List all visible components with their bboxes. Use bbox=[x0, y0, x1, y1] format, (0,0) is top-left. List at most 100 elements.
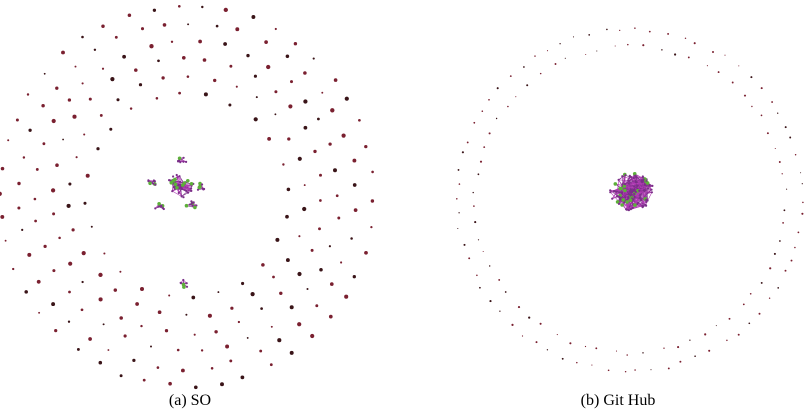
isolated-node bbox=[51, 118, 56, 124]
isolated-node bbox=[330, 108, 335, 113]
isolated-node bbox=[0, 166, 5, 171]
isolated-node bbox=[303, 71, 307, 75]
cluster-node bbox=[620, 203, 624, 207]
isolated-node bbox=[489, 300, 492, 303]
isolated-node bbox=[495, 117, 498, 120]
isolated-node bbox=[80, 308, 84, 312]
isolated-node bbox=[119, 316, 123, 320]
isolated-node bbox=[74, 65, 77, 68]
isolated-node bbox=[488, 132, 491, 135]
isolated-node bbox=[0, 191, 2, 196]
isolated-node bbox=[43, 244, 47, 249]
cluster-edge bbox=[616, 179, 619, 197]
isolated-node bbox=[17, 206, 21, 210]
cluster-node bbox=[638, 189, 641, 192]
isolated-node bbox=[684, 37, 687, 40]
isolated-node bbox=[228, 103, 232, 107]
isolated-node bbox=[67, 320, 71, 323]
cluster-node bbox=[190, 200, 193, 203]
isolated-node bbox=[576, 361, 578, 364]
isolated-node bbox=[235, 85, 238, 88]
isolated-node bbox=[287, 137, 291, 141]
isolated-node bbox=[88, 97, 92, 101]
isolated-node bbox=[303, 99, 308, 104]
isolated-node bbox=[110, 77, 115, 82]
isolated-node bbox=[285, 258, 290, 263]
isolated-node bbox=[240, 375, 245, 380]
cluster-node bbox=[189, 187, 192, 190]
isolated-node bbox=[778, 161, 781, 163]
isolated-node bbox=[217, 291, 220, 294]
cluster-node bbox=[627, 182, 631, 185]
isolated-node bbox=[12, 267, 15, 271]
isolated-node bbox=[157, 310, 162, 315]
isolated-node bbox=[315, 304, 319, 308]
isolated-node bbox=[122, 54, 126, 59]
isolated-node bbox=[667, 367, 670, 370]
cluster-node bbox=[188, 203, 191, 206]
isolated-node bbox=[230, 306, 234, 310]
isolated-node bbox=[99, 113, 103, 117]
cluster-node bbox=[643, 183, 647, 186]
isolated-node bbox=[370, 225, 373, 229]
isolated-node bbox=[135, 302, 139, 306]
isolated-node bbox=[528, 316, 531, 319]
cluster-node bbox=[177, 183, 180, 187]
isolated-node bbox=[802, 201, 804, 204]
isolated-node bbox=[290, 80, 293, 84]
isolated-node bbox=[466, 141, 469, 144]
cluster-node bbox=[609, 189, 612, 192]
cluster-node bbox=[640, 199, 643, 202]
isolated-node bbox=[15, 118, 19, 122]
cluster-node bbox=[634, 174, 637, 177]
isolated-node bbox=[259, 349, 263, 353]
isolated-node bbox=[187, 23, 190, 26]
isolated-node bbox=[139, 286, 145, 292]
cluster-node bbox=[628, 193, 631, 196]
isolated-node bbox=[358, 118, 361, 122]
isolated-node bbox=[627, 43, 629, 46]
cluster-node bbox=[622, 184, 627, 188]
cluster-node bbox=[148, 181, 152, 186]
isolated-node bbox=[595, 347, 598, 350]
isolated-node bbox=[297, 271, 302, 277]
isolated-node bbox=[207, 313, 212, 318]
isolated-node bbox=[178, 91, 181, 95]
cluster-node bbox=[650, 191, 654, 194]
cluster-node bbox=[162, 207, 165, 210]
isolated-node bbox=[328, 245, 331, 248]
isolated-node bbox=[559, 43, 561, 45]
isolated-node bbox=[286, 187, 291, 192]
isolated-node bbox=[298, 235, 301, 238]
isolated-node bbox=[310, 248, 314, 252]
cluster-node bbox=[621, 175, 624, 178]
cluster-node bbox=[613, 182, 618, 186]
caption-github: (b) Git Hub bbox=[580, 392, 656, 409]
cluster-node bbox=[629, 208, 633, 211]
isolated-node bbox=[26, 93, 30, 96]
isolated-node bbox=[52, 212, 56, 216]
cluster-node bbox=[631, 206, 634, 210]
cluster-node bbox=[619, 186, 623, 191]
isolated-node bbox=[157, 59, 160, 63]
isolated-node bbox=[288, 104, 293, 109]
cluster-node bbox=[627, 209, 631, 212]
isolated-node bbox=[193, 333, 196, 336]
cluster-node bbox=[180, 195, 183, 198]
isolated-node bbox=[554, 63, 557, 65]
isolated-node bbox=[341, 133, 346, 138]
isolated-node bbox=[584, 345, 587, 348]
isolated-node bbox=[293, 42, 298, 46]
isolated-node bbox=[661, 49, 663, 51]
isolated-node bbox=[766, 132, 769, 135]
isolated-node bbox=[715, 325, 717, 327]
cluster-node bbox=[636, 184, 639, 187]
isolated-node bbox=[364, 250, 368, 255]
cluster-node bbox=[171, 190, 174, 193]
cluster-node bbox=[172, 175, 175, 178]
isolated-node bbox=[319, 199, 322, 202]
isolated-node bbox=[371, 170, 374, 174]
cluster-node bbox=[641, 206, 644, 209]
cluster-node bbox=[197, 185, 202, 190]
isolated-node bbox=[572, 36, 575, 38]
